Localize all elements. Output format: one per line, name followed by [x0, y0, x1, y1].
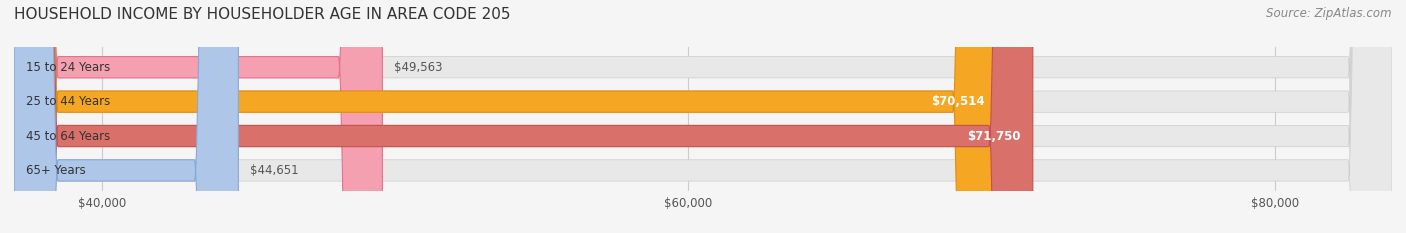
- Text: 65+ Years: 65+ Years: [25, 164, 86, 177]
- Text: $44,651: $44,651: [250, 164, 298, 177]
- FancyBboxPatch shape: [14, 0, 239, 233]
- Text: Source: ZipAtlas.com: Source: ZipAtlas.com: [1267, 7, 1392, 20]
- FancyBboxPatch shape: [14, 0, 1392, 233]
- Text: HOUSEHOLD INCOME BY HOUSEHOLDER AGE IN AREA CODE 205: HOUSEHOLD INCOME BY HOUSEHOLDER AGE IN A…: [14, 7, 510, 22]
- Text: $71,750: $71,750: [967, 130, 1021, 143]
- Text: 25 to 44 Years: 25 to 44 Years: [25, 95, 110, 108]
- FancyBboxPatch shape: [14, 0, 1033, 233]
- FancyBboxPatch shape: [14, 0, 1392, 233]
- Text: $70,514: $70,514: [931, 95, 984, 108]
- Text: $49,563: $49,563: [394, 61, 443, 74]
- Text: 45 to 64 Years: 45 to 64 Years: [25, 130, 110, 143]
- FancyBboxPatch shape: [14, 0, 997, 233]
- FancyBboxPatch shape: [14, 0, 1392, 233]
- Text: 15 to 24 Years: 15 to 24 Years: [25, 61, 110, 74]
- FancyBboxPatch shape: [14, 0, 1392, 233]
- FancyBboxPatch shape: [14, 0, 382, 233]
